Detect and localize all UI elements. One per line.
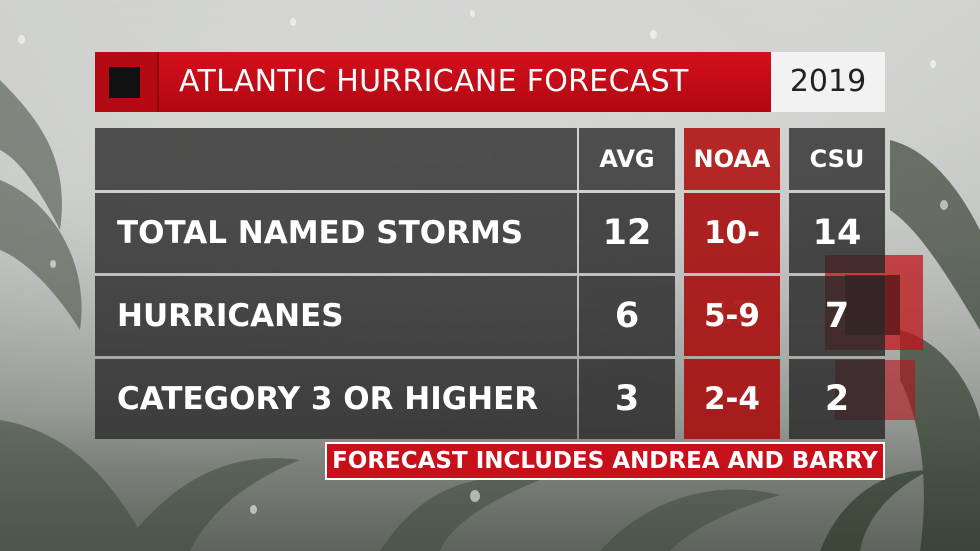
- year-badge: 2019: [771, 52, 885, 112]
- cell-category-3-avg: 3: [579, 359, 675, 439]
- column-header-blank: [95, 128, 577, 190]
- row-label-named-storms: TOTAL NAMED STORMS: [95, 193, 577, 273]
- cell-hurricanes-csu: 7: [789, 276, 885, 356]
- column-header-avg: AVG: [579, 128, 675, 190]
- cell-hurricanes-noaa: 5-9: [684, 276, 780, 356]
- title-banner: ATLANTIC HURRICANE FORECAST 2019: [95, 52, 885, 112]
- cell-named-storms-csu: 14: [789, 193, 885, 273]
- row-label-category-3: CATEGORY 3 OR HIGHER: [95, 359, 577, 439]
- forecast-note-banner: FORECAST INCLUDES ANDREA AND BARRY: [325, 442, 885, 480]
- cell-named-storms-noaa: 10-17: [684, 193, 780, 331]
- logo-box: [95, 52, 159, 112]
- cell-named-storms-avg: 12: [579, 193, 675, 273]
- column-header-noaa: NOAA: [684, 128, 780, 190]
- row-label-hurricanes: HURRICANES: [95, 276, 577, 356]
- cell-category-3-noaa: 2-4: [684, 359, 780, 439]
- cell-category-3-csu: 2: [789, 359, 885, 439]
- square-logo-icon: [109, 67, 140, 98]
- column-header-csu: CSU: [789, 128, 885, 190]
- page-title: ATLANTIC HURRICANE FORECAST: [179, 64, 689, 99]
- cell-hurricanes-avg: 6: [579, 276, 675, 356]
